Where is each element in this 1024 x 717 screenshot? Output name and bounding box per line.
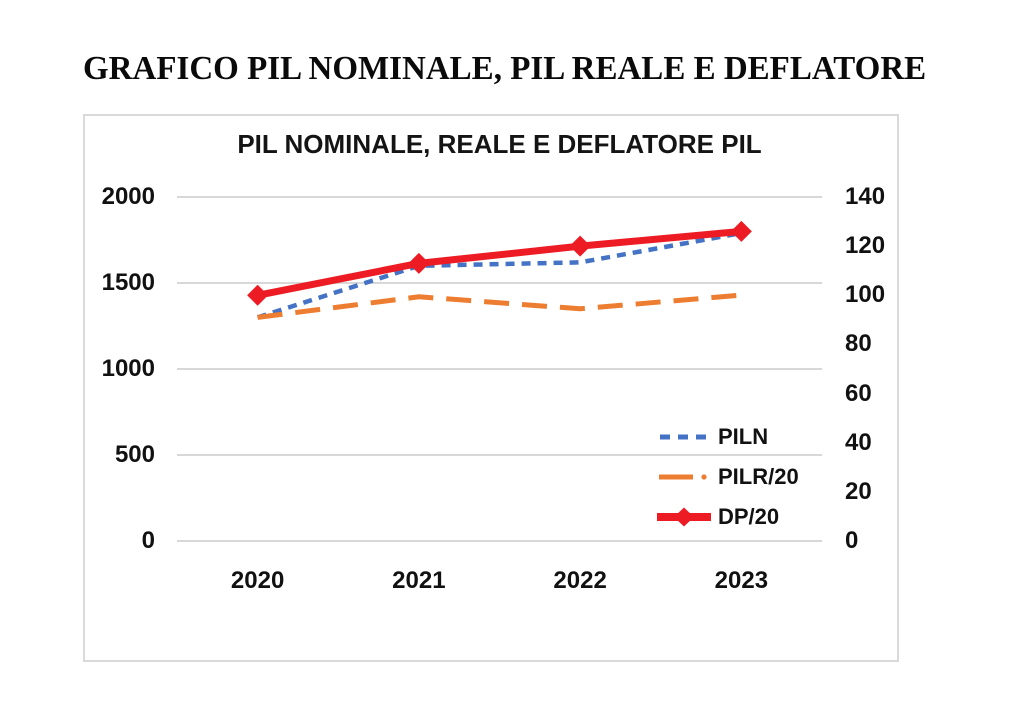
legend-label-pilr-20: PILR/20 — [718, 464, 799, 489]
right-axis-tick: 40 — [845, 428, 872, 456]
left-axis-tick: 500 — [114, 441, 155, 468]
data-point-marker-dp-20 — [569, 235, 591, 257]
left-axis-tick: 2000 — [101, 183, 155, 210]
left-axis-tick: 0 — [141, 527, 155, 554]
right-axis-tick: 20 — [845, 477, 872, 505]
right-axis-tick: 60 — [845, 379, 872, 407]
legend-label-dp-20: DP/20 — [718, 504, 780, 529]
x-axis-tick-2023: 2023 — [714, 567, 769, 594]
series-line-piln — [256, 230, 742, 320]
legend-line-sample-dp-20 — [657, 507, 711, 527]
page-title: GRAFICO PIL NOMINALE, PIL REALE E DEFLAT… — [83, 50, 927, 88]
right-axis-tick: 80 — [845, 330, 872, 358]
data-point-marker-dp-20 — [408, 252, 430, 274]
chart-title: PIL NOMINALE, REALE E DEFLATORE PIL — [237, 129, 762, 159]
right-axis-tick: 120 — [845, 232, 886, 260]
right-axis-tick: 100 — [845, 281, 886, 309]
legend-line-sample-piln — [660, 434, 708, 440]
chart-canvas — [177, 196, 822, 542]
x-axis-tick-2020: 2020 — [230, 567, 285, 594]
x-axis-tick-2022: 2022 — [553, 567, 607, 594]
legend-item-pilr-20: PILR/20 — [657, 463, 799, 491]
legend-item-dp-20: DP/20 — [657, 503, 799, 531]
series-line-dp-20 — [256, 227, 742, 299]
legend-line-sample-pilr-20 — [659, 474, 707, 480]
legend-label-piln: PILN — [718, 424, 769, 449]
left-axis-tick: 1500 — [101, 269, 155, 296]
right-axis-tick: 0 — [845, 527, 859, 554]
chart-container: PIL NOMINALE, REALE E DEFLATORE PIL 2000… — [83, 114, 899, 662]
data-point-marker-dp-20 — [730, 220, 752, 242]
legend-item-piln: PILN — [657, 423, 799, 451]
series-line-pilr-20 — [257, 292, 742, 320]
right-axis-tick: 140 — [845, 183, 886, 210]
left-axis-tick: 1000 — [101, 355, 155, 382]
legend: PILN PILR/20 DP/20 — [657, 423, 799, 531]
data-point-marker-dp-20 — [247, 284, 269, 306]
x-axis-tick-2021: 2021 — [392, 567, 446, 594]
